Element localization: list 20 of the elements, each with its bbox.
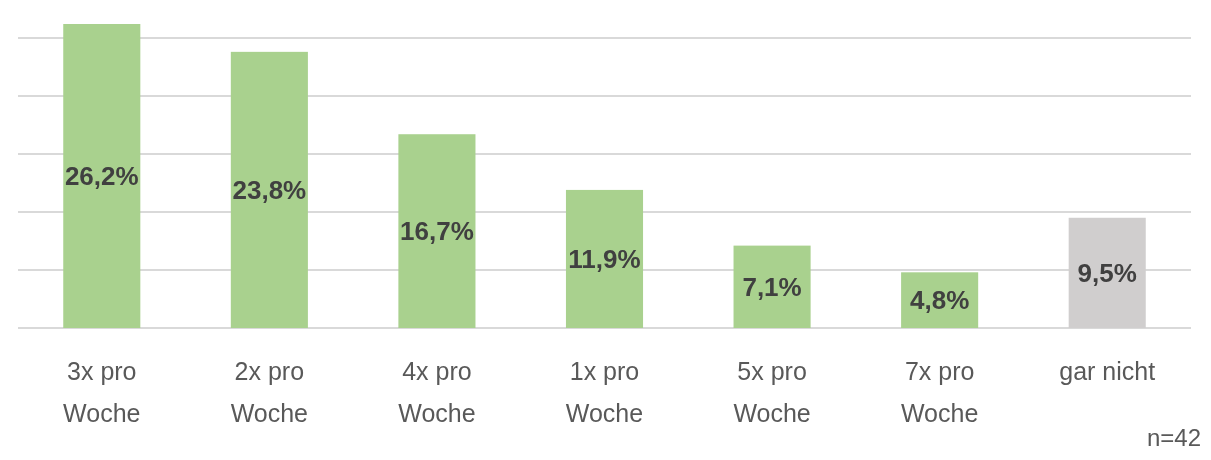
- data-label: 23,8%: [232, 174, 307, 205]
- bar: [230, 51, 308, 328]
- data-label: 16,7%: [400, 216, 474, 247]
- data-label: 7,1%: [742, 271, 802, 302]
- data-label: 26,2%: [64, 161, 139, 191]
- x-tick-label: 5x pro Woche: [733, 357, 811, 427]
- x-tick-label: 3x pro Woche: [63, 357, 141, 427]
- x-tick-label: 1x pro Woche: [565, 357, 644, 427]
- data-label: 4,8%: [910, 285, 970, 316]
- data-label: 11,9%: [568, 243, 641, 274]
- x-tick-label: gar nicht: [1059, 357, 1156, 385]
- bar: [733, 245, 811, 328]
- bar: [398, 134, 476, 328]
- x-tick-label: 2x pro Woche: [230, 357, 309, 427]
- bar: [565, 189, 644, 328]
- x-tick-label: 7x pro Woche: [900, 357, 979, 427]
- x-tick-label: 4x pro Woche: [398, 357, 476, 427]
- bar: [63, 24, 141, 328]
- data-label: 9,5%: [1077, 257, 1137, 288]
- text: n=42: [1146, 424, 1201, 451]
